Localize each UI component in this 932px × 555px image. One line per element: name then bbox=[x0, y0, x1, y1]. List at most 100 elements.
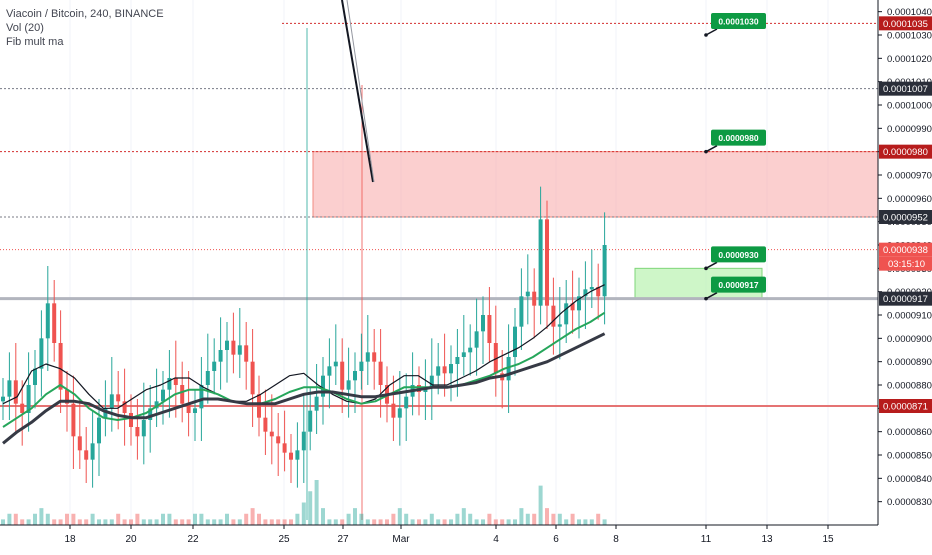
volume-bar-72 bbox=[461, 508, 466, 525]
price-callout-0: 0.0001030 bbox=[704, 13, 766, 37]
volume-bar-36 bbox=[231, 519, 236, 525]
candle-body-73 bbox=[468, 347, 473, 353]
y-tick-label-0: 0.0000830 bbox=[887, 497, 932, 508]
candle-body-52 bbox=[333, 361, 338, 367]
y-tick-label-6: 0.0000890 bbox=[887, 357, 932, 368]
y-tick-label-14: 0.0000970 bbox=[887, 171, 932, 182]
candle-body-43 bbox=[276, 436, 281, 444]
candle-body-13 bbox=[84, 450, 89, 460]
volume-bar-1 bbox=[7, 513, 12, 525]
volume-bar-75 bbox=[481, 519, 485, 525]
candle-body-19 bbox=[122, 401, 127, 413]
y-tick-label-20: 0.0001030 bbox=[887, 31, 932, 42]
volume-bar-60 bbox=[385, 519, 389, 525]
volume-bar-0 bbox=[1, 519, 5, 525]
volume-bar-61 bbox=[391, 513, 396, 525]
time-axis-background bbox=[0, 525, 932, 550]
volume-bar-94 bbox=[602, 519, 607, 525]
candle-body-90 bbox=[577, 296, 581, 311]
candle-body-50 bbox=[321, 375, 325, 397]
candle-body-33 bbox=[212, 361, 217, 371]
y-tick-label-8: 0.0000910 bbox=[887, 311, 932, 322]
volume-bar-58 bbox=[372, 519, 377, 525]
candle-body-44 bbox=[282, 443, 287, 453]
volume-bar-74 bbox=[474, 519, 479, 525]
y-tick-label-3: 0.0000860 bbox=[887, 427, 932, 438]
callout-box-1 bbox=[711, 129, 766, 146]
callout-box-0 bbox=[711, 13, 766, 29]
candle-body-79 bbox=[506, 357, 511, 381]
price-label-2: 0.0000980 bbox=[883, 147, 928, 158]
volume-bar-66 bbox=[423, 519, 428, 525]
candle-body-30 bbox=[193, 408, 197, 413]
y-tick-label-13: 0.0000960 bbox=[887, 194, 932, 205]
callout-pointer-2 bbox=[705, 261, 718, 269]
x-tick-label-2: 22 bbox=[187, 534, 199, 545]
candle-body-35 bbox=[225, 340, 229, 350]
volume-bar-2 bbox=[13, 513, 18, 525]
callout-label-0: 0.0001030 bbox=[718, 17, 758, 27]
volume-bar-91 bbox=[583, 519, 588, 525]
volume-bar-78 bbox=[500, 519, 505, 525]
volume-bar-88 bbox=[564, 519, 569, 525]
volume-bar-28 bbox=[180, 519, 185, 525]
candle-body-74 bbox=[474, 331, 479, 348]
volume-bar-22 bbox=[141, 519, 146, 525]
volume-bar-4 bbox=[26, 519, 31, 525]
y-tick-label-19: 0.0001020 bbox=[887, 54, 932, 65]
candle-body-54 bbox=[346, 380, 351, 390]
callout-anchor-2 bbox=[704, 266, 708, 271]
candle-body-6 bbox=[39, 338, 44, 369]
volume-bar-15 bbox=[97, 519, 101, 525]
volume-bar-16 bbox=[103, 519, 108, 525]
candle-body-34 bbox=[218, 350, 223, 362]
candle-body-25 bbox=[161, 389, 165, 402]
y-tick-label-7: 0.0000900 bbox=[887, 334, 932, 345]
volume-bar-20 bbox=[129, 519, 133, 525]
candle-body-46 bbox=[295, 450, 300, 460]
candle-body-3 bbox=[20, 403, 25, 413]
volume-bar-85 bbox=[545, 508, 549, 525]
volume-bar-8 bbox=[52, 519, 57, 525]
candle-body-92 bbox=[589, 287, 594, 290]
ma-black-thin bbox=[2, 284, 605, 409]
candle-body-69 bbox=[442, 366, 447, 374]
volume-bar-63 bbox=[404, 513, 409, 525]
candle-body-68 bbox=[436, 366, 441, 376]
candle-body-86 bbox=[551, 305, 556, 327]
volume-bar-3 bbox=[20, 519, 25, 525]
candle-body-14 bbox=[90, 443, 95, 460]
candle-body-75 bbox=[481, 315, 485, 332]
price-label-box-4 bbox=[879, 242, 932, 257]
volume-bar-59 bbox=[378, 519, 383, 525]
volume-bar-18 bbox=[116, 513, 121, 525]
ma-dark-thick bbox=[2, 332, 606, 445]
volume-bar-39 bbox=[250, 508, 255, 525]
candle-body-81 bbox=[519, 296, 524, 327]
volume-bar-48 bbox=[308, 491, 313, 525]
volume-bar-93 bbox=[596, 513, 601, 525]
candle-body-71 bbox=[455, 357, 460, 364]
volume-bar-7 bbox=[45, 513, 50, 525]
volume-bar-40 bbox=[257, 513, 261, 525]
volume-bar-80 bbox=[513, 519, 517, 525]
volume-bar-71 bbox=[455, 513, 460, 525]
volume-bar-14 bbox=[90, 513, 95, 525]
candle-body-49 bbox=[314, 396, 319, 411]
candle-body-15 bbox=[97, 417, 101, 444]
candle-body-0 bbox=[1, 396, 5, 402]
candle-body-29 bbox=[186, 403, 191, 413]
volume-bar-54 bbox=[346, 513, 351, 525]
candle-body-26 bbox=[167, 378, 172, 390]
volume-bar-41 bbox=[263, 519, 268, 525]
volume-bar-77 bbox=[493, 519, 498, 525]
volume-bar-62 bbox=[397, 508, 402, 525]
volume-bar-21 bbox=[135, 513, 140, 525]
volume-bar-81 bbox=[519, 508, 524, 525]
x-tick-label-5: Mar bbox=[392, 534, 410, 545]
volume-bar-56 bbox=[359, 513, 364, 525]
x-tick-label-3: 25 bbox=[278, 534, 290, 545]
volume-bar-38 bbox=[244, 513, 249, 525]
